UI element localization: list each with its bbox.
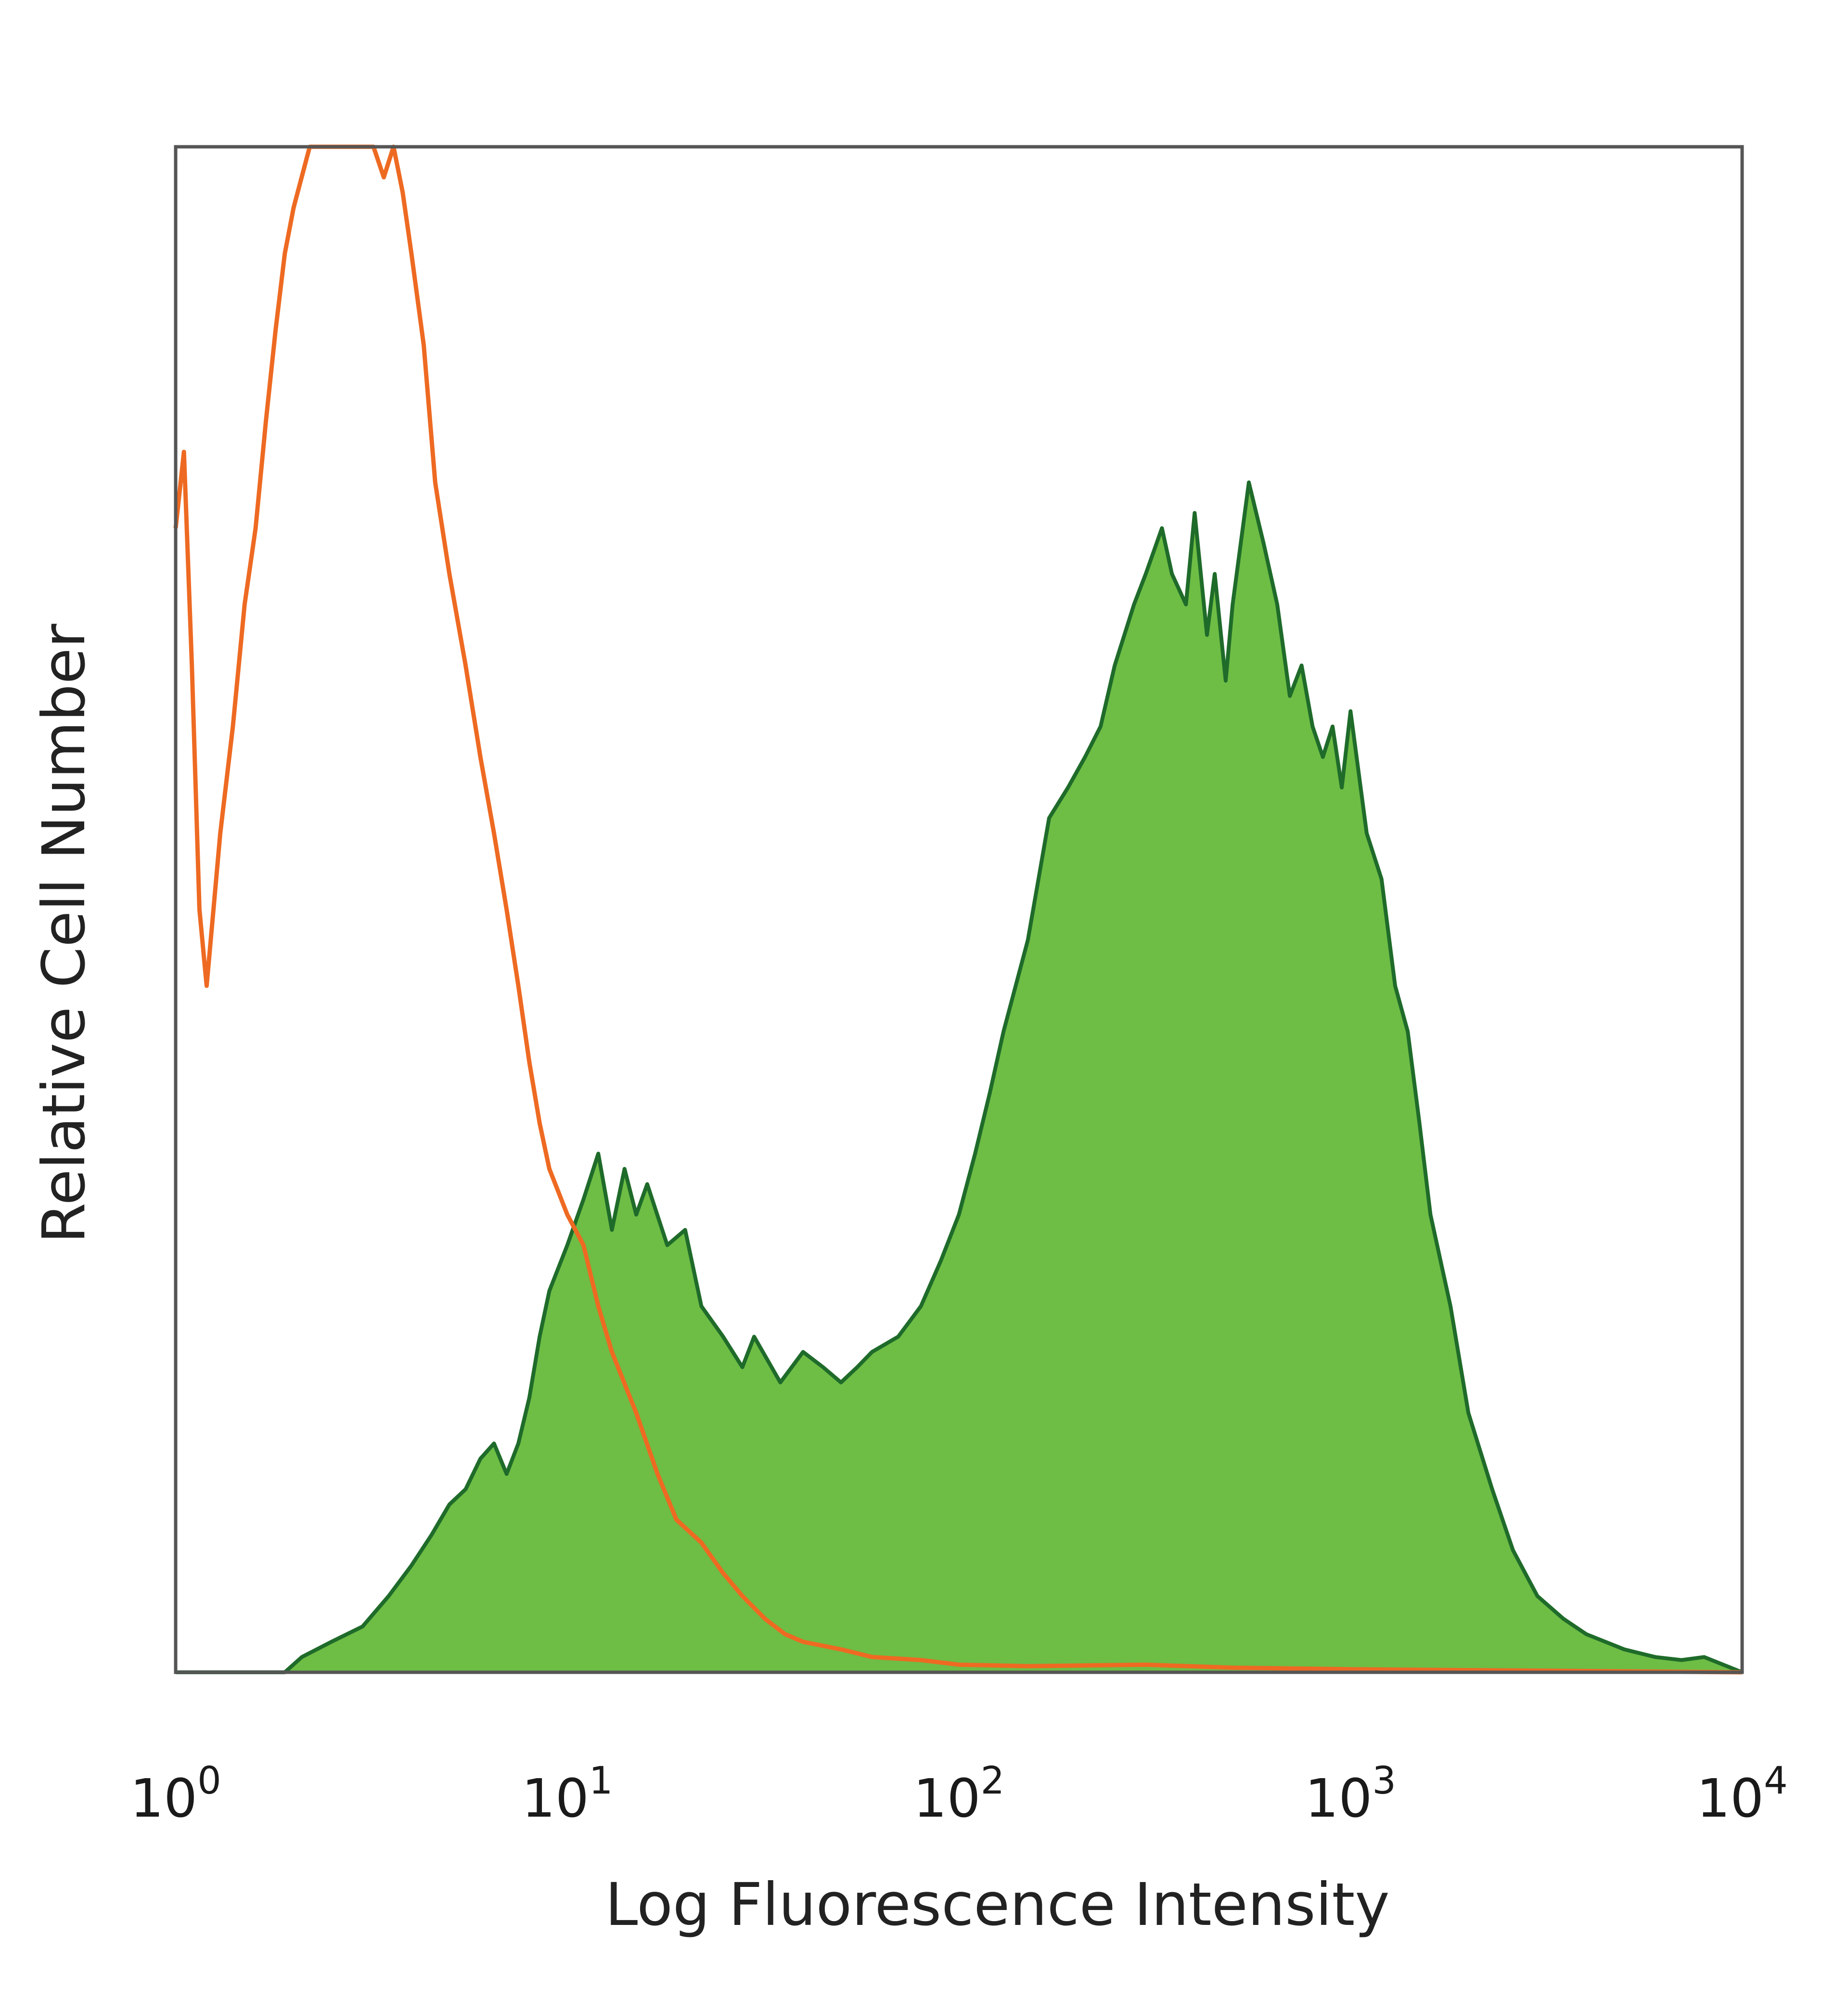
histogram-series-1-outline	[173, 144, 1743, 1675]
x-tick-base: 10	[913, 1768, 981, 1829]
x-tick-exponent: 3	[1372, 1759, 1396, 1803]
histogram-series-2-fill	[176, 482, 1742, 1673]
x-tick-exponent: 2	[981, 1759, 1005, 1803]
x-tick-base: 10	[1305, 1768, 1372, 1829]
x-tick-exponent: 1	[589, 1759, 613, 1803]
x-tick-base: 10	[522, 1768, 589, 1829]
x-axis-title: Log Fluorescence Intensity	[605, 1871, 1389, 1939]
x-tick-label: 100	[130, 1759, 221, 1829]
plot-frame	[174, 145, 1744, 1674]
x-tick-label: 104	[1696, 1759, 1788, 1829]
x-tick-label: 102	[913, 1759, 1005, 1829]
plot-area	[173, 144, 1743, 1675]
x-axis-ticks: 100 101 102 103 104	[130, 1759, 1788, 1829]
x-tick-label: 101	[522, 1759, 613, 1829]
x-tick-label: 103	[1305, 1759, 1396, 1829]
x-tick-exponent: 0	[197, 1759, 221, 1803]
x-tick-base: 10	[1696, 1768, 1764, 1829]
y-axis-title: Relative Cell Number	[30, 623, 98, 1244]
x-tick-exponent: 4	[1764, 1759, 1788, 1803]
x-tick-base: 10	[130, 1768, 197, 1829]
histogram-series-2-edge	[176, 480, 1743, 1674]
